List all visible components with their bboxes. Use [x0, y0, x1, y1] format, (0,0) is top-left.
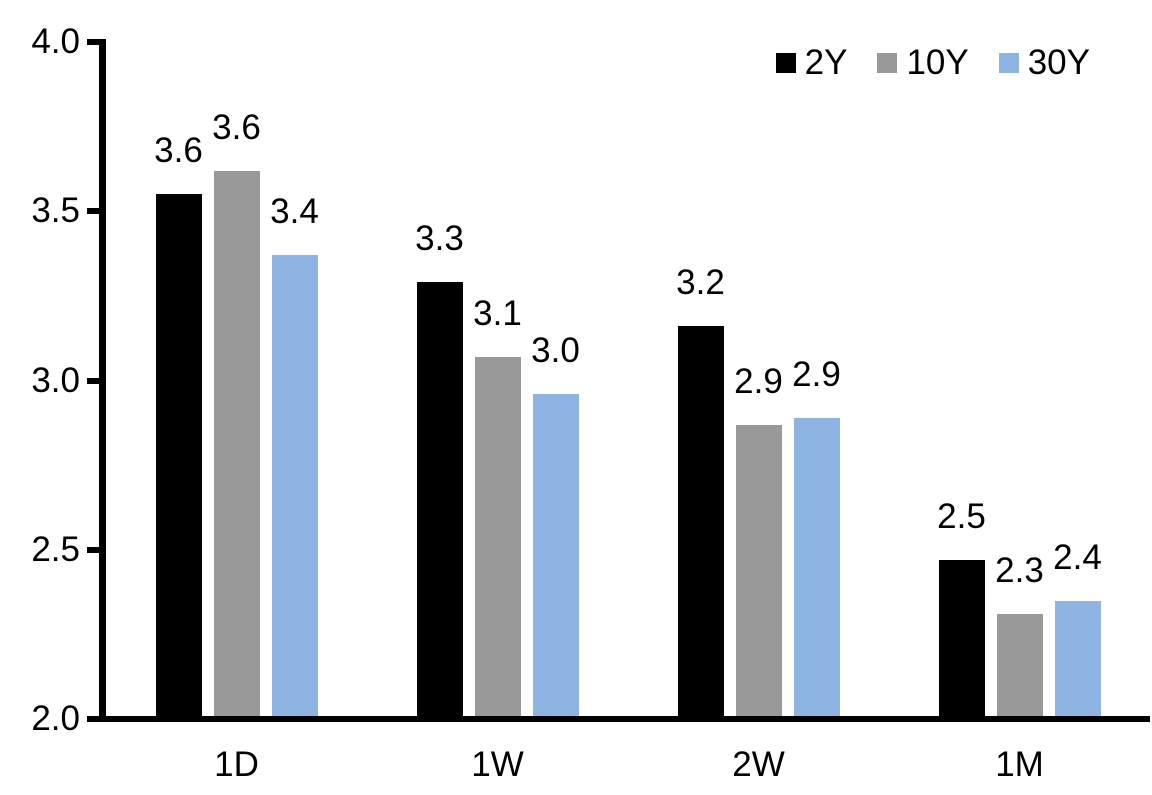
bar-10y-1d — [213, 170, 260, 721]
x-category-label-1d: 1D — [214, 745, 259, 784]
bar-label-10y-1m: 2.3 — [995, 551, 1044, 591]
bar-label-30y-1d: 3.4 — [270, 192, 319, 232]
bar-10y-1w — [474, 356, 521, 721]
bar-2y-1m — [938, 559, 985, 721]
legend-label-30y: 30Y — [1027, 43, 1090, 82]
legend-swatch-2y — [775, 53, 796, 73]
y-tick-label: 3.5 — [31, 191, 80, 231]
y-tick-label: 4.0 — [31, 22, 80, 61]
bar-2y-1w — [416, 282, 463, 721]
bar-30y-2w — [793, 417, 840, 721]
legend-item-10y: 10Y — [877, 42, 969, 84]
legend: 2Y 10Y 30Y — [775, 42, 1090, 84]
legend-swatch-10y — [877, 53, 898, 73]
legend-item-30y: 30Y — [998, 42, 1090, 84]
y-tick-label: 2.5 — [31, 529, 80, 569]
x-category-label-1m: 1M — [995, 745, 1044, 784]
x-category-label-1w: 1W — [471, 745, 524, 784]
bar-30y-1d — [271, 255, 318, 721]
bar-label-2y-2w: 3.2 — [676, 263, 725, 303]
bar-label-10y-1d: 3.6 — [212, 107, 261, 147]
y-tick — [87, 208, 99, 215]
x-category-label-2w: 2W — [732, 745, 785, 784]
bar-label-10y-2w: 2.9 — [734, 361, 783, 401]
legend-item-2y: 2Y — [775, 42, 848, 84]
bar-2y-2w — [677, 326, 724, 721]
y-tick — [87, 39, 99, 45]
bar-10y-2w — [735, 424, 782, 721]
y-tick — [87, 546, 99, 553]
y-axis-line — [99, 39, 106, 722]
legend-label-2y: 2Y — [804, 43, 848, 82]
x-axis-line — [87, 716, 1150, 722]
bar-2y-1d — [155, 194, 202, 721]
y-tick — [87, 377, 99, 384]
bar-label-2y-1m: 2.5 — [937, 496, 986, 536]
legend-label-10y: 10Y — [906, 43, 969, 82]
bar-30y-1m — [1054, 600, 1101, 721]
bar-label-30y-2w: 2.9 — [792, 354, 841, 394]
bar-10y-1m — [996, 614, 1043, 721]
y-tick-label: 3.0 — [31, 360, 80, 400]
legend-swatch-30y — [998, 53, 1019, 73]
bar-label-30y-1w: 3.0 — [531, 331, 580, 371]
bar-label-30y-1m: 2.4 — [1053, 537, 1102, 577]
bar-label-2y-1w: 3.3 — [415, 219, 464, 259]
bar-30y-1w — [532, 394, 579, 721]
y-tick-label: 2.0 — [31, 699, 80, 738]
bar-label-10y-1w: 3.1 — [473, 293, 522, 333]
bar-label-2y-1d: 3.6 — [154, 131, 203, 171]
